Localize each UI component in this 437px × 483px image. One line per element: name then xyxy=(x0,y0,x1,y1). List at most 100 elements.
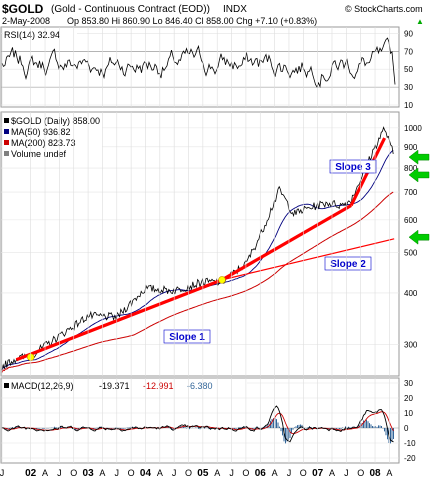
x-tick-label: O xyxy=(128,468,135,478)
slope-label-box xyxy=(324,256,372,271)
x-tick-label: A xyxy=(214,468,220,478)
legend-entry: Volume undef xyxy=(11,149,67,159)
legend-swatch xyxy=(4,140,9,145)
legend-entry: MA(200) 823.73 xyxy=(11,138,76,148)
x-tick-label: O xyxy=(300,468,307,478)
macd-y-tick-label: 20 xyxy=(404,394,413,403)
macd-legend: MACD(12,26,9) -19.371 -12.991 -6.380 xyxy=(2,380,247,391)
legend-swatch xyxy=(4,129,9,134)
x-axis: J 02 A J O 03 A J O 04 A J O 05 A J O 06 A J O 07 A J O 08 A xyxy=(0,27,392,479)
rsi-y-tick-label: 50 xyxy=(404,65,413,74)
price-y-tick-label: 300 xyxy=(404,341,418,350)
ma200-line xyxy=(1,191,394,373)
x-tick-label: 08 xyxy=(369,468,381,479)
slope-label-box xyxy=(163,329,211,344)
rsi-legend-label: RSI(14) 32.94 xyxy=(4,30,60,40)
rsi-legend: RSI(14) 32.94 xyxy=(3,29,77,40)
green-arrow-icon xyxy=(408,229,430,245)
ohlc-line: Op 853.80 Hi 860.90 Lo 846.40 Cl 858.00 … xyxy=(67,16,317,26)
x-tick-label: 02 xyxy=(25,468,37,479)
legend-swatch xyxy=(4,151,9,156)
macd-line xyxy=(1,405,394,443)
x-tick-label: O xyxy=(185,468,192,478)
macd-legend-value: -12.991 xyxy=(143,381,174,391)
green-arrow-icon xyxy=(408,149,430,165)
price-y-tick-label: 400 xyxy=(404,289,418,298)
anchor-point-marker xyxy=(218,276,226,284)
x-tick-label: 05 xyxy=(197,468,209,479)
slope-label-text: Slope 1 xyxy=(169,332,205,343)
chart-exchange: INDX xyxy=(223,4,247,15)
macd-y-tick-label: 10 xyxy=(404,409,413,418)
x-tick-label: J xyxy=(0,468,4,478)
macd-y-tick-label: 0 xyxy=(404,424,409,433)
macd-y-tick-label: 30 xyxy=(404,379,413,388)
legend-entry: $GOLD (Daily) 858.00 xyxy=(11,116,100,126)
x-tick-label: 07 xyxy=(312,468,324,479)
x-tick-label: A xyxy=(386,468,392,478)
trendline-4 xyxy=(221,238,395,281)
legend-swatch xyxy=(4,118,9,123)
rsi-line xyxy=(1,37,396,89)
slope-label: Slope 2 xyxy=(324,256,372,271)
slope-label: Slope 1 xyxy=(163,329,211,344)
macd-legend-value: -6.380 xyxy=(187,381,213,391)
rsi-legend-bg xyxy=(3,29,77,40)
x-tick-label: O xyxy=(357,468,364,478)
trendline-1 xyxy=(15,278,223,362)
x-tick-label: A xyxy=(157,468,163,478)
price-y-tick-label: 500 xyxy=(404,249,418,258)
x-tick-label: O xyxy=(70,468,77,478)
price-layer: 300 400 500 600 700 800 900 1000 Slope 1 Slope 2 S… xyxy=(1,114,430,373)
watermark: © StockCharts.com xyxy=(345,4,423,14)
macd-legend-value: -19.371 xyxy=(99,381,130,391)
x-tick-label: J xyxy=(344,468,349,478)
x-tick-label: A xyxy=(42,468,48,478)
price-y-tick-label: 800 xyxy=(404,164,418,173)
macd-panel xyxy=(0,377,400,464)
price-legend-bg xyxy=(2,114,102,161)
rsi-layer: 10 30 50 70 90 RSI(14) 32.94 xyxy=(1,29,413,110)
slope-label-box xyxy=(329,159,377,174)
rsi-y-tick-label: 90 xyxy=(404,29,413,38)
macd-legend-bg xyxy=(2,380,247,391)
chart-date: 2-May-2008 xyxy=(2,16,50,26)
x-tick-label: A xyxy=(99,468,105,478)
legend-swatch xyxy=(4,383,9,388)
x-tick-label: 04 xyxy=(140,468,152,479)
rsi-panel xyxy=(0,26,400,108)
macd-legend-label: MACD(12,26,9) xyxy=(11,381,74,391)
x-tick-label: 06 xyxy=(255,468,267,479)
chart-name: (Gold - Continuous Contract (EOD)) xyxy=(51,4,210,15)
slope-label-text: Slope 2 xyxy=(330,259,366,270)
chart-symbol: $GOLD xyxy=(2,2,44,16)
x-tick-label: O xyxy=(242,468,249,478)
price-y-tick-label: 1000 xyxy=(404,124,422,133)
x-tick-label: J xyxy=(172,468,177,478)
rsi-y-tick-label: 70 xyxy=(404,47,413,56)
x-tick-label: J xyxy=(229,468,234,478)
price-y-tick-label: 700 xyxy=(404,188,418,197)
macd-y-tick-label: -20 xyxy=(404,454,416,463)
macd-layer: -20 -10 0 10 20 30 MACD(12,26,9) -19.371 -12.991… xyxy=(1,379,416,463)
slope-label-text: Slope 3 xyxy=(335,162,371,173)
macd-y-tick-label: -10 xyxy=(404,439,416,448)
rsi-y-tick-label: 30 xyxy=(404,83,413,92)
x-tick-label: J xyxy=(57,468,62,478)
x-tick-label: J xyxy=(287,468,292,478)
slope-label: Slope 3 xyxy=(329,159,377,174)
legend-entry: MA(50) 936.82 xyxy=(11,127,71,137)
price-line xyxy=(1,126,394,370)
x-tick-label: A xyxy=(272,468,278,478)
x-tick-label: A xyxy=(329,468,335,478)
x-tick-label: 03 xyxy=(83,468,95,479)
green-arrow-icon xyxy=(408,167,430,183)
rsi-y-tick-label: 10 xyxy=(404,101,413,110)
x-tick-label: J xyxy=(115,468,120,478)
change-up-icon: ▲ xyxy=(416,17,424,26)
price-y-tick-label: 600 xyxy=(404,216,418,225)
trendline-2 xyxy=(221,204,352,282)
price-y-tick-label: 900 xyxy=(404,143,418,152)
